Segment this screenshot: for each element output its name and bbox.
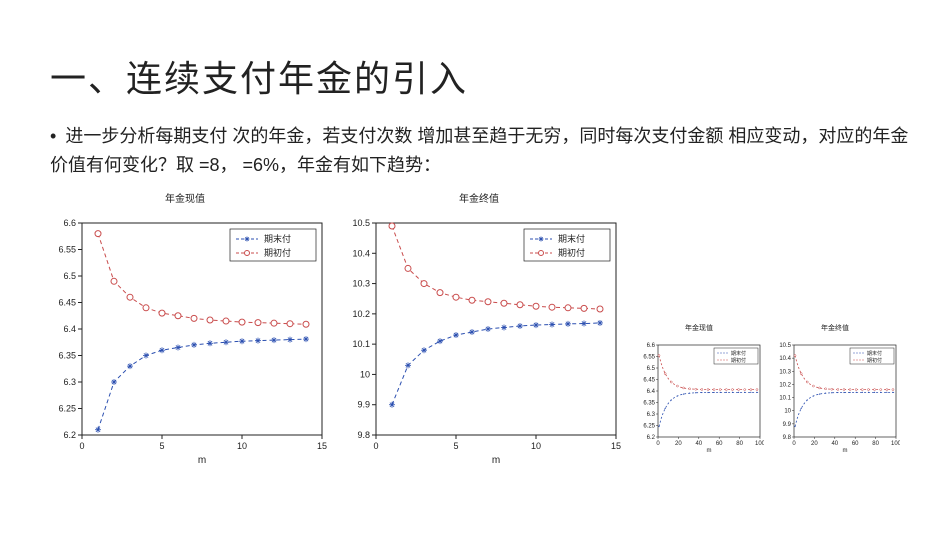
svg-text:15: 15 [317,441,327,451]
svg-text:期初付: 期初付 [264,247,291,258]
svg-text:9.8: 9.8 [357,430,370,440]
svg-text:6.3: 6.3 [63,377,76,387]
svg-text:40: 40 [695,441,702,447]
chart1-svg: 6.2 6.25 6.3 6.35 6.4 6.45 6.5 6.55 6.6 0 5 10 15 m 期末… [40,205,330,465]
svg-text:6.25: 6.25 [643,423,655,429]
mini1-svg: 6.2 6.25 6.3 6.35 6.4 6.45 6.5 6.55 6.6 0 20 40 60 80… [634,333,764,453]
svg-text:10.2: 10.2 [352,308,370,318]
svg-text:10: 10 [237,441,247,451]
svg-text:80: 80 [872,441,879,447]
svg-text:5: 5 [159,441,164,451]
svg-text:6.45: 6.45 [643,377,655,383]
svg-text:6.2: 6.2 [63,430,76,440]
svg-text:m: m [843,448,848,453]
mini-charts: 年金现值 6.2 6.25 6.3 6.35 6.4 6.45 6.5 6.55 6.6 0 20 4… [634,323,900,458]
svg-text:10.4: 10.4 [779,356,791,362]
bullet-dot: • [50,122,56,151]
svg-text:期初付: 期初付 [867,357,882,364]
svg-text:40: 40 [831,441,838,447]
charts-row: 年金现值 6.26.256.36.356.46.456.56.556.60510… [40,190,910,470]
svg-text:9.9: 9.9 [357,399,370,409]
mini2-svg: 9.8 9.9 10 10.1 10.2 10.3 10.4 10.5 0 20 40 60 80 100… [770,333,900,453]
body-text: • 进一步分析每期支付 次的年金，若支付次数 增加甚至趋于无穷，同时每次支付金额… [50,122,910,180]
svg-text:期初付: 期初付 [558,247,585,258]
svg-text:60: 60 [852,441,859,447]
svg-text:15: 15 [611,441,621,451]
svg-text:20: 20 [811,441,818,447]
svg-text:6.3: 6.3 [647,412,656,418]
svg-text:期末付: 期末付 [867,350,882,357]
svg-text:6.5: 6.5 [647,366,656,372]
svg-text:10: 10 [784,408,791,414]
svg-text:期末付: 期末付 [558,233,585,244]
svg-text:6.35: 6.35 [58,350,76,360]
svg-text:6.2: 6.2 [647,435,656,441]
svg-text:0: 0 [656,441,660,447]
svg-text:6.45: 6.45 [58,297,76,307]
description-text: 进一步分析每期支付 次的年金，若支付次数 增加甚至趋于无穷，同时每次支付金额 相… [50,126,908,175]
svg-text:10.3: 10.3 [352,278,370,288]
chart2-title: 年金终值 [334,190,624,205]
svg-text:10.5: 10.5 [352,218,370,228]
svg-text:6.55: 6.55 [58,244,76,254]
svg-text:10: 10 [360,369,370,379]
svg-text:60: 60 [716,441,723,447]
svg-text:9.9: 9.9 [783,421,792,427]
svg-text:6.4: 6.4 [63,324,76,334]
svg-text:0: 0 [79,441,84,451]
slide-title: 一、连续支付年金的引入 [50,50,910,102]
chart-final-value: 年金终值 9.8 9.9 10 10.1 10.2 10.3 10.4 10.5 0 5 10 15 m… [334,190,624,470]
svg-text:80: 80 [736,441,743,447]
svg-text:6.6: 6.6 [647,343,656,349]
svg-text:6.5: 6.5 [63,271,76,281]
chart1-title: 年金现值 [40,190,330,205]
mini-chart-1: 年金现值 6.2 6.25 6.3 6.35 6.4 6.45 6.5 6.55 6.6 0 20 4… [634,323,764,458]
svg-text:10.1: 10.1 [352,339,370,349]
chart-present-value: 年金现值 6.2 6.25 6.3 6.35 6.4 6.45 6.5 6.55 6.6 0 5 10… [40,190,330,470]
svg-text:期末付: 期末付 [264,233,291,244]
mini-chart-2: 年金终值 9.8 9.9 10 10.1 10.2 10.3 10.4 10.5 0 20 40 60… [770,323,900,458]
mini2-title: 年金终值 [770,323,900,333]
svg-text:m: m [198,455,206,465]
svg-text:9.8: 9.8 [783,435,792,441]
svg-text:10.4: 10.4 [352,248,370,258]
svg-text:期初付: 期初付 [731,357,746,364]
svg-text:100: 100 [755,441,764,447]
svg-text:0: 0 [373,441,378,451]
svg-text:6.35: 6.35 [643,400,655,406]
svg-text:5: 5 [453,441,458,451]
svg-text:期末付: 期末付 [731,350,746,357]
svg-text:10.3: 10.3 [779,369,791,375]
chart2-svg: 9.8 9.9 10 10.1 10.2 10.3 10.4 10.5 0 5 10 15 m 期末付期初… [334,205,624,465]
svg-text:6.4: 6.4 [647,389,656,395]
svg-text:6.25: 6.25 [58,403,76,413]
svg-text:6.55: 6.55 [643,354,655,360]
svg-text:m: m [492,455,500,465]
svg-text:6.6: 6.6 [63,218,76,228]
svg-text:10.1: 10.1 [779,395,791,401]
svg-text:20: 20 [675,441,682,447]
svg-text:100: 100 [891,441,900,447]
svg-text:0: 0 [792,441,796,447]
mini1-title: 年金现值 [634,323,764,333]
svg-text:m: m [707,448,712,453]
svg-text:10.5: 10.5 [779,343,791,349]
svg-text:10: 10 [531,441,541,451]
svg-text:10.2: 10.2 [779,382,791,388]
